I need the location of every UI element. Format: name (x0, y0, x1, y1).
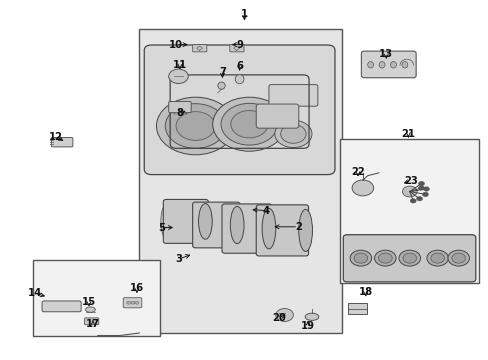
Text: 7: 7 (219, 67, 225, 77)
Circle shape (398, 250, 420, 266)
Circle shape (274, 120, 311, 148)
Text: 20: 20 (271, 312, 285, 323)
Bar (339, 139, 478, 283)
Text: 22: 22 (350, 167, 364, 177)
Text: 10: 10 (169, 40, 183, 50)
Text: 5: 5 (158, 222, 164, 233)
Circle shape (418, 181, 424, 186)
FancyBboxPatch shape (123, 298, 142, 308)
Ellipse shape (378, 62, 384, 68)
Ellipse shape (262, 208, 275, 249)
Circle shape (353, 253, 367, 263)
Ellipse shape (219, 210, 230, 248)
FancyBboxPatch shape (42, 301, 81, 312)
Ellipse shape (190, 207, 201, 243)
Circle shape (349, 250, 371, 266)
Circle shape (402, 253, 416, 263)
Text: 8: 8 (176, 108, 183, 118)
Text: 12: 12 (49, 132, 63, 142)
Bar (33, 260, 160, 336)
FancyBboxPatch shape (168, 102, 191, 113)
Ellipse shape (390, 62, 396, 68)
Circle shape (131, 301, 135, 304)
FancyBboxPatch shape (361, 51, 415, 78)
Circle shape (423, 187, 428, 191)
Circle shape (351, 180, 373, 196)
FancyBboxPatch shape (256, 104, 298, 128)
Text: 11: 11 (172, 60, 187, 70)
FancyBboxPatch shape (84, 318, 99, 325)
Circle shape (230, 111, 267, 138)
Circle shape (176, 112, 215, 140)
Ellipse shape (298, 210, 312, 251)
Text: 1: 1 (241, 9, 247, 19)
Ellipse shape (218, 82, 224, 89)
Text: 4: 4 (263, 206, 269, 216)
Text: 3: 3 (175, 254, 182, 264)
Ellipse shape (253, 211, 264, 250)
Text: 6: 6 (236, 60, 243, 71)
Circle shape (416, 197, 422, 201)
Circle shape (378, 253, 391, 263)
FancyBboxPatch shape (157, 98, 250, 158)
FancyBboxPatch shape (268, 85, 317, 106)
Ellipse shape (367, 62, 373, 68)
Ellipse shape (230, 206, 244, 244)
Circle shape (374, 250, 395, 266)
Text: 13: 13 (379, 49, 392, 59)
Text: 14: 14 (28, 288, 42, 298)
FancyBboxPatch shape (222, 204, 271, 253)
Text: 21: 21 (401, 129, 414, 139)
Ellipse shape (85, 307, 95, 312)
Circle shape (418, 186, 424, 190)
FancyBboxPatch shape (163, 199, 208, 243)
Circle shape (451, 253, 465, 263)
FancyBboxPatch shape (343, 235, 475, 282)
Circle shape (447, 250, 468, 266)
Circle shape (156, 97, 234, 155)
Ellipse shape (161, 204, 171, 238)
Text: 9: 9 (236, 40, 243, 50)
Text: 19: 19 (301, 321, 314, 331)
Ellipse shape (198, 204, 212, 239)
Circle shape (212, 97, 285, 151)
Circle shape (280, 125, 305, 143)
Bar (139, 29, 342, 333)
Circle shape (221, 103, 277, 145)
FancyBboxPatch shape (51, 138, 73, 147)
Circle shape (126, 301, 130, 304)
Text: 2: 2 (294, 222, 301, 232)
FancyBboxPatch shape (347, 303, 366, 314)
Circle shape (426, 250, 447, 266)
Ellipse shape (401, 62, 407, 68)
Circle shape (402, 186, 416, 197)
Circle shape (168, 69, 188, 84)
FancyBboxPatch shape (256, 205, 308, 256)
Circle shape (275, 309, 293, 321)
Circle shape (422, 192, 427, 197)
Text: 17: 17 (86, 319, 100, 329)
FancyBboxPatch shape (192, 45, 206, 52)
Circle shape (409, 199, 415, 203)
FancyBboxPatch shape (192, 202, 240, 248)
Circle shape (135, 301, 139, 304)
Text: 23: 23 (403, 176, 417, 186)
Text: 16: 16 (130, 283, 143, 293)
Ellipse shape (305, 313, 318, 320)
FancyBboxPatch shape (144, 45, 334, 175)
Text: 18: 18 (358, 287, 372, 297)
FancyBboxPatch shape (229, 45, 244, 52)
Circle shape (165, 104, 225, 148)
Circle shape (430, 253, 444, 263)
Text: 15: 15 (82, 297, 96, 307)
Ellipse shape (235, 75, 244, 84)
